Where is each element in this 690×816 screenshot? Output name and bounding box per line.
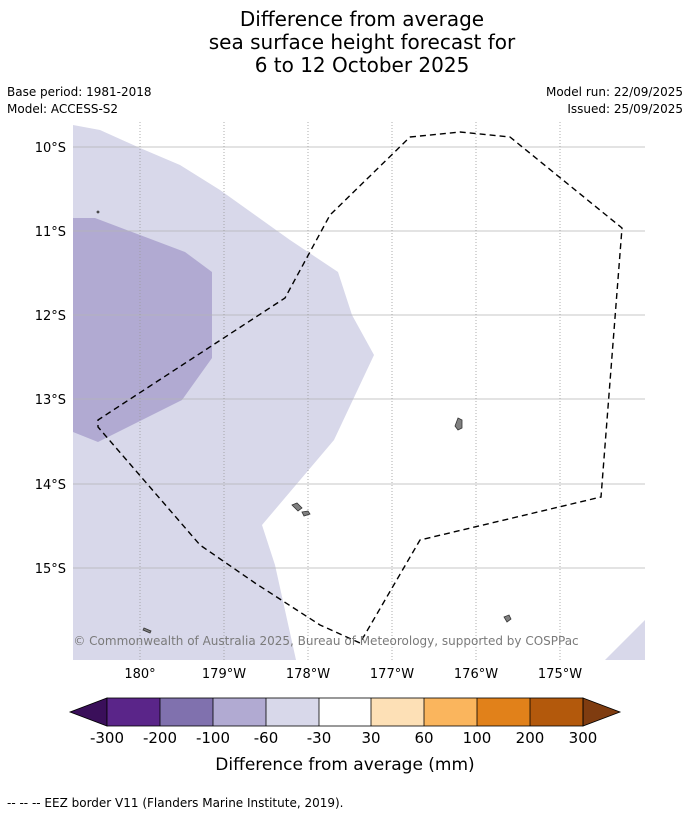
title-line-3: 6 to 12 October 2025 bbox=[254, 53, 470, 77]
colorbar-tick: 300 bbox=[569, 729, 598, 747]
lat-label: 14°S bbox=[35, 478, 66, 493]
island-tiny bbox=[96, 210, 100, 214]
island-uvea bbox=[454, 417, 463, 431]
colorbar-bin bbox=[213, 698, 266, 726]
colorbar-tick: 60 bbox=[414, 729, 433, 747]
lon-label: 176°W bbox=[454, 667, 498, 682]
colorbar-tick: -200 bbox=[143, 729, 177, 747]
colorbar-tick: 200 bbox=[516, 729, 545, 747]
colorbar-tick: 30 bbox=[361, 729, 380, 747]
lat-label: 13°S bbox=[35, 393, 66, 408]
issued-date: Issued: 25/09/2025 bbox=[567, 102, 683, 116]
island-alofi bbox=[301, 510, 311, 517]
colorbar: -300 -200 -100 -60 -30 30 60 100 200 300… bbox=[68, 697, 622, 775]
island-small-east bbox=[503, 614, 512, 623]
eez-border bbox=[97, 131, 623, 644]
colorbar-tick: -30 bbox=[307, 729, 332, 747]
map-title: Difference from average sea surface heig… bbox=[0, 8, 690, 77]
lat-label: 15°S bbox=[35, 562, 66, 577]
colorbar-tick: -300 bbox=[90, 729, 124, 747]
lon-label: 175°W bbox=[538, 667, 582, 682]
lon-label: 177°W bbox=[370, 667, 414, 682]
lon-label: 179°W bbox=[202, 667, 246, 682]
lat-label: 10°S bbox=[35, 141, 66, 156]
eez-legend: -- -- -- EEZ border V11 (Flanders Marine… bbox=[7, 796, 344, 810]
lon-label: 180° bbox=[124, 667, 155, 682]
anomaly-region-corner bbox=[605, 620, 645, 660]
latitude-gridlines bbox=[73, 146, 645, 569]
colorbar-tick: 100 bbox=[463, 729, 492, 747]
colorbar-bin bbox=[530, 698, 583, 726]
island-small-west bbox=[142, 627, 152, 634]
model-info: Base period: 1981-2018 Model: ACCESS-S2 bbox=[7, 84, 152, 118]
latitude-labels: 10°S 11°S 12°S 13°S 14°S 15°S bbox=[35, 141, 66, 577]
model-name: Model: ACCESS-S2 bbox=[7, 102, 119, 116]
colorbar-over-arrow bbox=[582, 697, 622, 727]
lat-label: 12°S bbox=[35, 309, 66, 324]
colorbar-bin bbox=[266, 698, 319, 726]
anomaly-region-medium bbox=[73, 218, 212, 442]
title-line-2: sea surface height forecast for bbox=[208, 30, 516, 54]
colorbar-bin bbox=[371, 698, 424, 726]
lat-label: 11°S bbox=[35, 225, 66, 240]
colorbar-under-arrow bbox=[68, 697, 108, 727]
longitude-labels: 180° 179°W 178°W 177°W 176°W 175°W bbox=[124, 667, 582, 682]
colorbar-dividers bbox=[106, 697, 584, 727]
colorbar-bin bbox=[319, 698, 371, 726]
map-area: © Commonwealth of Australia 2025, Bureau… bbox=[73, 122, 645, 660]
model-run: Model run: 22/09/2025 bbox=[545, 85, 683, 99]
colorbar-bin bbox=[424, 698, 477, 726]
base-period: Base period: 1981-2018 bbox=[7, 85, 152, 99]
island-futuna bbox=[291, 502, 303, 512]
copyright-notice: © Commonwealth of Australia 2025, Bureau… bbox=[73, 634, 578, 648]
colorbar-tick: -60 bbox=[254, 729, 279, 747]
colorbar-title: Difference from average (mm) bbox=[215, 755, 474, 775]
lon-label: 178°W bbox=[286, 667, 330, 682]
colorbar-tick: -100 bbox=[196, 729, 230, 747]
colorbar-bin bbox=[107, 698, 160, 726]
colorbar-bin bbox=[160, 698, 213, 726]
run-info: Model run: 22/09/2025 Issued: 25/09/2025 bbox=[546, 84, 683, 118]
islands bbox=[96, 210, 512, 634]
title-line-1: Difference from average bbox=[239, 7, 485, 31]
colorbar-bin bbox=[477, 698, 530, 726]
colorbar-tick-labels: -300 -200 -100 -60 -30 30 60 100 200 300 bbox=[90, 729, 597, 747]
